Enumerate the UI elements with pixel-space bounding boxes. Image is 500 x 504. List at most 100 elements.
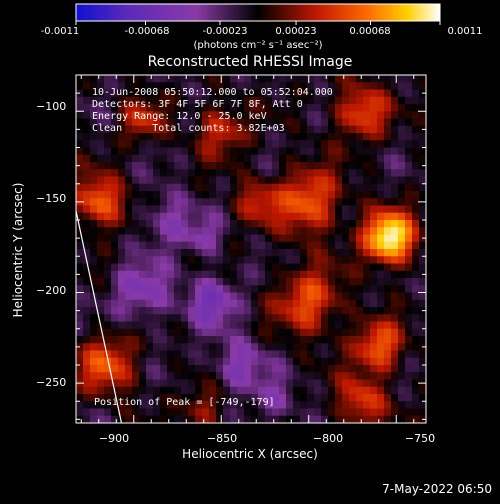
heatmap-cell [307,307,315,315]
heatmap-cell [202,379,210,388]
heatmap-cell [90,75,98,83]
heatmap-cell [342,118,350,127]
heatmap-cell [412,401,420,410]
heatmap-cell [209,336,217,344]
heatmap-cell [251,191,259,199]
heatmap-cell [391,379,399,388]
heatmap-cell [160,307,168,315]
heatmap-cell [251,263,259,272]
heatmap-cell [153,365,161,373]
heatmap-cell [90,82,98,91]
heatmap-cell [335,191,343,199]
heatmap-cell [181,328,189,337]
heatmap-cell [76,111,84,120]
heatmap-cell [286,183,294,192]
heatmap-cell [342,140,350,149]
heatmap-cell [83,386,91,395]
heatmap-cell [174,96,182,105]
heatmap-cell [139,292,147,301]
heatmap-cell [405,220,413,228]
heatmap-cell [342,183,350,192]
heatmap-cell [300,386,308,395]
heatmap-cell [146,408,154,417]
heatmap-cell [251,118,259,127]
heatmap-cell [321,241,329,250]
heatmap-cell [118,104,126,112]
heatmap-cell [398,270,406,279]
heatmap-cell [216,169,224,178]
heatmap-cell [167,104,175,112]
heatmap-cell [293,118,301,127]
heatmap-cell [342,133,350,141]
heatmap-cell [356,205,364,214]
heatmap-cell [335,212,343,221]
heatmap-cell [139,256,147,265]
heatmap-cell [419,118,426,127]
heatmap-cell [419,278,426,286]
heatmap-cell [321,350,329,359]
heatmap-cell [153,270,161,279]
heatmap-cell [97,386,105,395]
heatmap-cell [251,372,259,381]
heatmap-cell [307,198,315,207]
heatmap-cell [209,343,217,352]
heatmap-cell [328,285,336,294]
heatmap-cell [307,408,315,417]
heatmap-cell [314,372,322,381]
heatmap-cell [300,336,308,344]
heatmap-cell [419,241,426,250]
heatmap-cell [335,198,343,207]
heatmap-cell [419,133,426,141]
y-tick-label: −250 [36,376,67,389]
heatmap-cell [370,249,378,257]
heatmap-cell [160,328,168,337]
heatmap-cell [272,227,280,236]
heatmap-cell [174,401,182,410]
heatmap-cell [160,357,168,366]
heatmap-cell [244,104,252,112]
heatmap-cell [384,241,392,250]
heatmap-cell [76,408,84,417]
heatmap-cell [293,111,301,120]
heatmap-cell [356,350,364,359]
heatmap-cell [244,176,252,185]
heatmap-cell [321,212,329,221]
heatmap-cell [349,307,357,315]
heatmap-cell [377,386,385,395]
heatmap-cell [293,256,301,265]
heatmap-cell [258,379,266,388]
heatmap-cell [370,314,378,323]
heatmap-cell [335,278,343,286]
heatmap-cell [111,162,119,170]
heatmap-cell [195,212,203,221]
heatmap-cell [244,249,252,257]
heatmap-cell [286,350,294,359]
heatmap-cell [230,75,238,83]
heatmap-cell [293,140,301,149]
heatmap-cell [111,234,119,243]
heatmap-cell [370,183,378,192]
heatmap-cell [335,234,343,243]
y-axis-label: Heliocentric Y (arcsec) [11,182,25,318]
heatmap-cell [76,140,84,149]
heatmap-cell [377,147,385,156]
heatmap-cell [405,307,413,315]
heatmap-cell [202,82,210,91]
heatmap-cell [167,111,175,120]
heatmap-cell [391,154,399,163]
heatmap-cell [230,394,238,402]
heatmap-cell [76,183,84,192]
heatmap-cell [167,89,175,98]
heatmap-cell [209,328,217,337]
heatmap-cell [321,372,329,381]
heatmap-cell [76,75,84,83]
heatmap-cell [146,386,154,395]
heatmap-cell [83,169,91,178]
heatmap-cell [377,241,385,250]
heatmap-cell [244,111,252,120]
heatmap-cell [412,198,420,207]
heatmap-cell [153,176,161,185]
heatmap-cell [363,227,371,236]
heatmap-cell [405,343,413,352]
heatmap-cell [83,365,91,373]
